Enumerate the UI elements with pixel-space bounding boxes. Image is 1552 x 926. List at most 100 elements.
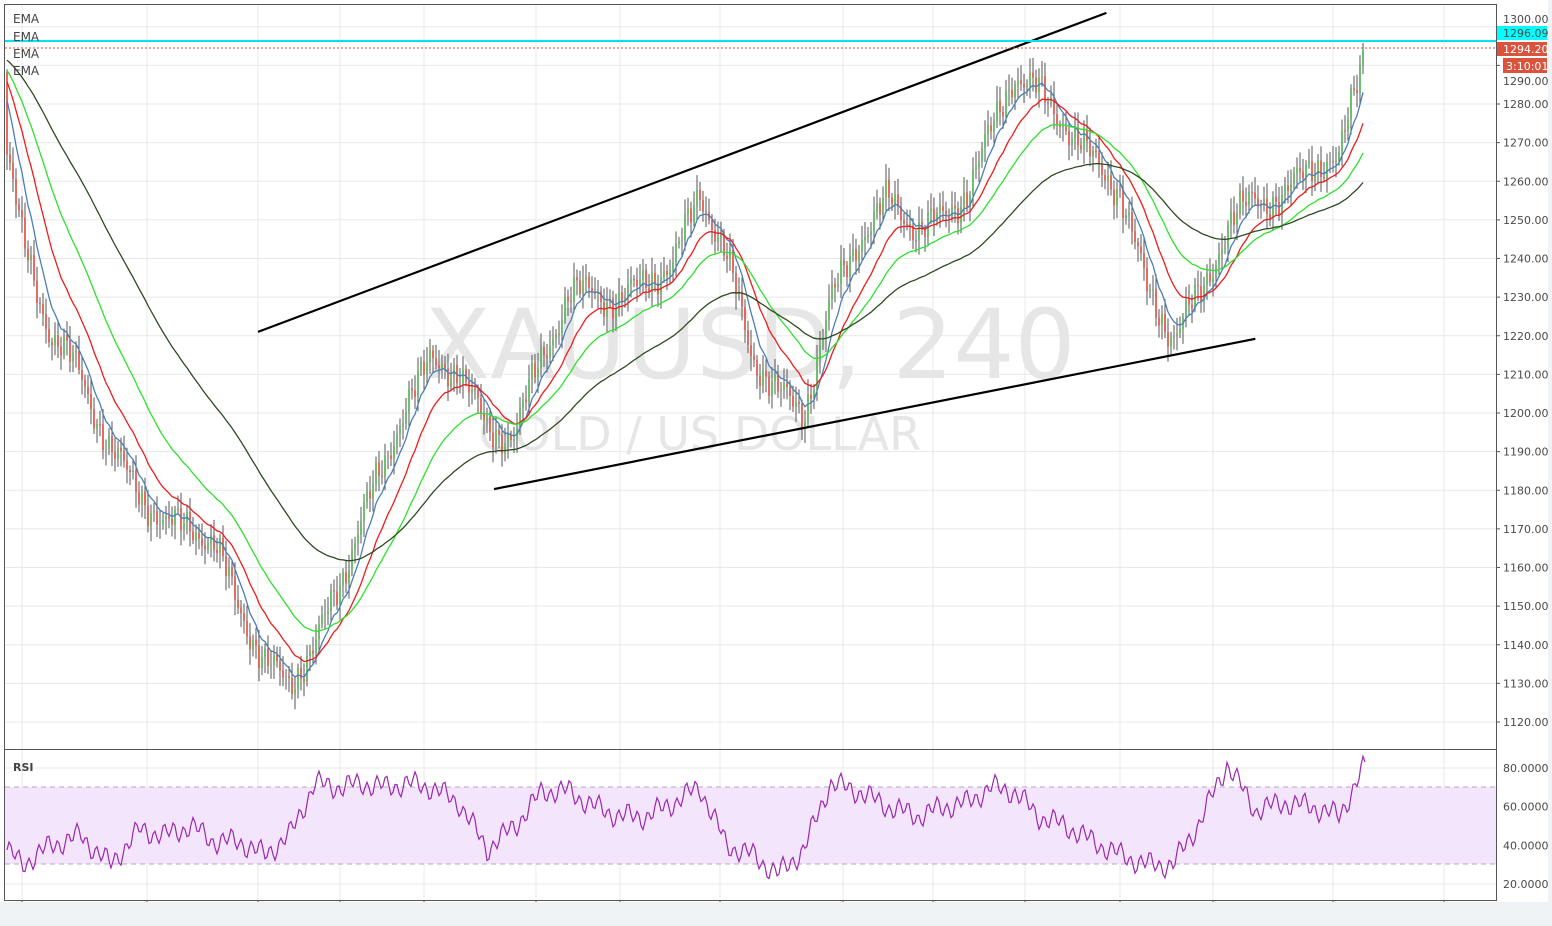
candle-body: [57, 335, 59, 347]
candle-body: [954, 206, 956, 209]
candle-body: [1329, 160, 1331, 163]
candle-body: [846, 265, 848, 278]
candle-body: [1308, 161, 1310, 165]
candle-body: [30, 254, 32, 261]
candle-body: [984, 134, 986, 149]
candle-body: [648, 287, 650, 292]
candle-body: [771, 380, 773, 396]
candle-body: [750, 345, 752, 356]
candle-body: [1263, 198, 1265, 205]
candle-body: [495, 430, 497, 447]
ema-legend-3[interactable]: EMA: [13, 47, 40, 61]
candle-body: [369, 491, 371, 499]
candle-body: [960, 206, 962, 224]
candle-body: [951, 206, 953, 219]
rsi-legend[interactable]: RSI: [13, 761, 34, 774]
watermark-description: GOLD / US DOLLAR: [479, 407, 922, 461]
candle-body: [267, 648, 269, 666]
candle-body: [588, 277, 590, 288]
candle-body: [681, 240, 683, 242]
candle-body: [906, 223, 908, 225]
candle-body: [1356, 90, 1358, 93]
candle-body: [1101, 163, 1103, 175]
candle-body: [696, 189, 698, 206]
candle-body: [1083, 130, 1085, 150]
candle-body: [60, 346, 62, 356]
candle-body: [381, 475, 383, 478]
ema-legend-1[interactable]: EMA: [13, 12, 40, 26]
candle-body: [63, 335, 65, 356]
candle-body: [1089, 140, 1091, 157]
candle-body: [183, 523, 185, 531]
candle-body: [999, 100, 1001, 113]
candle-body: [270, 665, 272, 667]
candle-body: [888, 179, 890, 198]
candle-body: [666, 270, 668, 275]
candle-body: [1023, 84, 1025, 88]
candle-body: [924, 229, 926, 237]
candle-body: [123, 451, 125, 461]
candle-body: [540, 346, 542, 368]
candle-body: [1113, 189, 1115, 206]
candle-body: [618, 292, 620, 309]
price-tick-label: 1210.00: [1503, 368, 1549, 381]
candle-body: [825, 319, 827, 338]
rsi-tick-label: 20.0000: [1503, 878, 1549, 891]
candle-body: [327, 610, 329, 615]
candle-body: [663, 270, 665, 278]
price-tick-label: 1200.00: [1503, 407, 1549, 420]
candle-body: [459, 383, 461, 385]
candle-body: [585, 277, 587, 281]
candle-body: [1062, 126, 1064, 128]
candle-body: [246, 620, 248, 637]
candle-body: [1035, 77, 1037, 93]
candle-body: [18, 204, 20, 211]
candle-body: [687, 208, 689, 215]
candle-body: [840, 260, 842, 284]
candle-body: [678, 240, 680, 244]
candle-body: [129, 469, 131, 472]
price-tick-label: 1130.00: [1503, 677, 1549, 690]
candle-body: [111, 435, 113, 453]
candle-body: [867, 234, 869, 237]
candle-body: [1008, 89, 1010, 91]
candle-body: [1029, 72, 1031, 87]
candle-body: [969, 195, 971, 208]
ema-legend-2[interactable]: EMA: [13, 30, 40, 44]
trendlines[interactable]: [257, 11, 1256, 491]
candle-body: [729, 248, 731, 259]
candle-body: [1254, 192, 1256, 199]
candle-body: [1359, 65, 1361, 93]
candle-body: [858, 251, 860, 261]
candle-body: [1224, 247, 1226, 249]
candle-body: [747, 330, 749, 346]
ema-legend-4[interactable]: EMA: [13, 64, 40, 78]
candle-body: [375, 462, 377, 484]
candle-body: [1218, 253, 1220, 266]
rsi-line: [6, 754, 1366, 880]
candle-body: [780, 389, 782, 392]
candle-body: [975, 166, 977, 170]
candle-body: [264, 648, 266, 658]
candle-body: [210, 535, 212, 543]
candle-body: [153, 511, 155, 514]
candle-body: [297, 667, 299, 689]
candle-body: [684, 214, 686, 241]
candle-body: [789, 387, 791, 396]
rsi-tick-label: 40.0000: [1503, 839, 1549, 852]
price-axis[interactable]: 1120.00 1130.00 1140.00 1150.00 1160.00 1170.…: [1496, 13, 1549, 891]
candle-body: [1320, 160, 1322, 178]
candle-body: [891, 197, 893, 205]
candle-body: [762, 370, 764, 387]
candle-body: [510, 434, 512, 440]
candle-body: [48, 329, 50, 343]
candle-body: [90, 394, 92, 410]
candle-body: [792, 395, 794, 407]
candle-body: [864, 236, 866, 240]
candle-body: [1212, 277, 1214, 282]
candle-body: [1287, 185, 1289, 192]
candle-body: [669, 270, 671, 275]
candle-body: [774, 374, 776, 381]
candle-body: [1314, 173, 1316, 181]
